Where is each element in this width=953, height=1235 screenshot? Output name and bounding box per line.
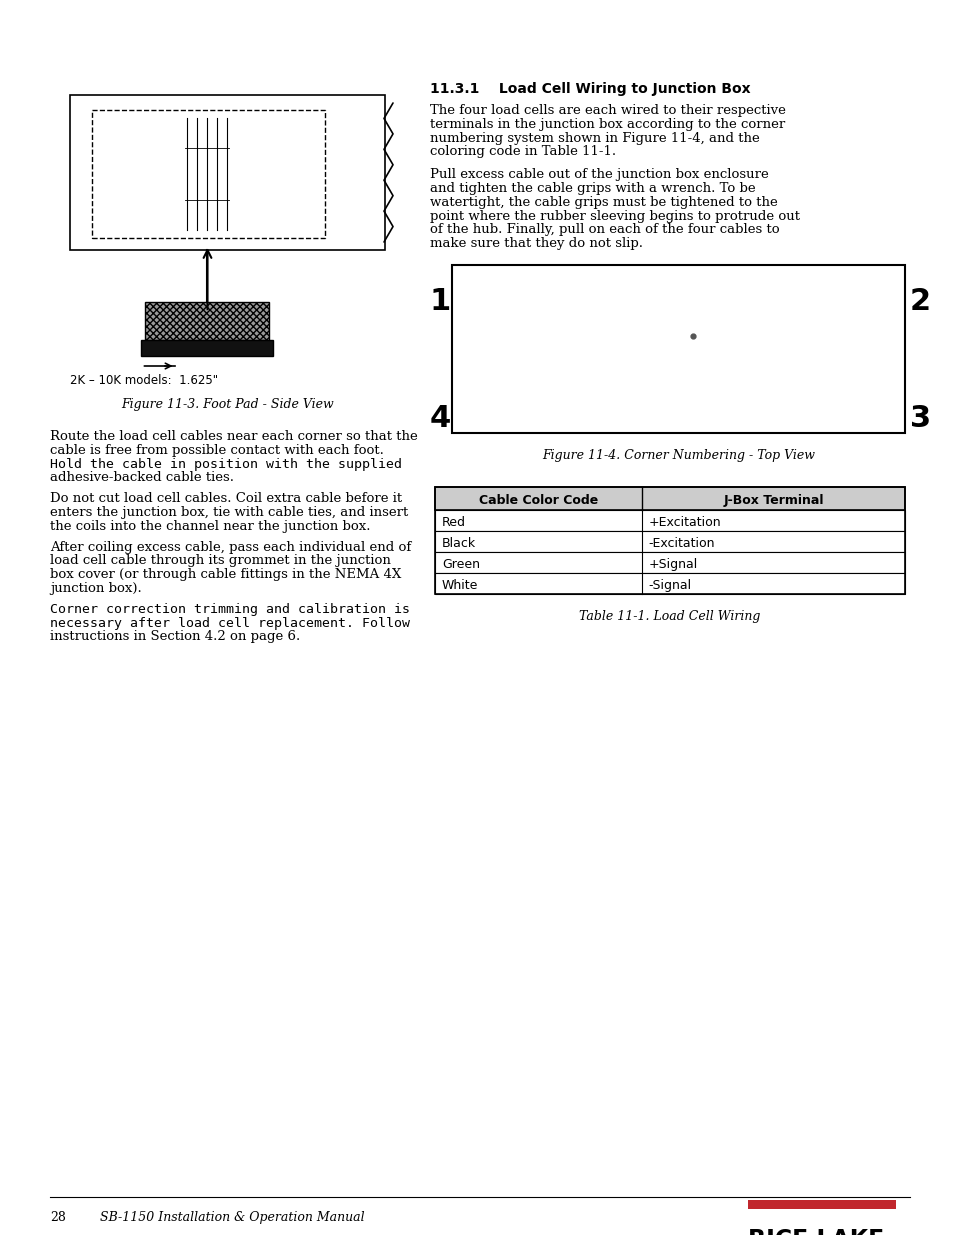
Text: 28: 28 [50,1212,66,1224]
Text: Figure 11-4. Corner Numbering - Top View: Figure 11-4. Corner Numbering - Top View [541,450,814,462]
Bar [435,531,904,552]
Bar [435,487,904,594]
Text: The four load cells are each wired to their respective: The four load cells are each wired to th… [430,104,785,117]
Text: J-Box Terminal: J-Box Terminal [722,494,822,508]
Bar [70,95,385,249]
Text: Cable Color Code: Cable Color Code [478,494,598,508]
Text: Hold the cable in position with the supplied: Hold the cable in position with the supp… [50,458,401,471]
Text: Pull excess cable out of the junction box enclosure: Pull excess cable out of the junction bo… [430,168,768,182]
Text: junction box).: junction box). [50,582,142,595]
Text: point where the rubber sleeving begins to protrude out: point where the rubber sleeving begins t… [430,210,800,222]
Text: box cover (or through cable fittings in the NEMA 4X: box cover (or through cable fittings in … [50,568,401,582]
Text: Corner correction trimming and calibration is: Corner correction trimming and calibrati… [50,603,410,616]
Bar [91,110,325,238]
Text: 1: 1 [430,287,451,316]
Text: Green: Green [441,557,479,571]
Text: the coils into the channel near the junction box.: the coils into the channel near the junc… [50,520,370,532]
Text: Figure 11-3. Foot Pad - Side View: Figure 11-3. Foot Pad - Side View [121,398,334,411]
Text: coloring code in Table 11-1.: coloring code in Table 11-1. [430,146,616,158]
Text: 11.3.1    Load Cell Wiring to Junction Box: 11.3.1 Load Cell Wiring to Junction Box [430,82,750,96]
Text: enters the junction box, tie with cable ties, and insert: enters the junction box, tie with cable … [50,506,408,519]
Text: +Signal: +Signal [648,557,698,571]
Bar [435,510,904,531]
Text: White: White [441,578,477,592]
Text: +Excitation: +Excitation [648,515,720,529]
Text: numbering system shown in Figure 11-4, and the: numbering system shown in Figure 11-4, a… [430,132,759,144]
Text: instructions in Section 4.2 on page 6.: instructions in Section 4.2 on page 6. [50,630,300,643]
Text: Table 11-1. Load Cell Wiring: Table 11-1. Load Cell Wiring [578,610,760,622]
Bar [146,303,269,340]
Bar [747,1200,895,1209]
Text: Red: Red [441,515,465,529]
Text: -Excitation: -Excitation [648,536,715,550]
Text: RICE LAKE: RICE LAKE [747,1228,883,1235]
Text: load cell cable through its grommet in the junction: load cell cable through its grommet in t… [50,555,391,567]
Text: 2: 2 [909,287,930,316]
Text: Black: Black [441,536,476,550]
Text: 2K – 10K models:  1.625": 2K – 10K models: 1.625" [70,374,218,387]
Text: Route the load cell cables near each corner so that the: Route the load cell cables near each cor… [50,430,417,443]
Text: terminals in the junction box according to the corner: terminals in the junction box according … [430,117,784,131]
Text: make sure that they do not slip.: make sure that they do not slip. [430,237,642,251]
Text: of the hub. Finally, pull on each of the four cables to: of the hub. Finally, pull on each of the… [430,224,779,236]
Bar [141,340,274,356]
Text: and tighten the cable grips with a wrench. To be: and tighten the cable grips with a wrenc… [430,182,755,195]
Text: necessary after load cell replacement. Follow: necessary after load cell replacement. F… [50,616,410,630]
Text: SB-1150 Installation & Operation Manual: SB-1150 Installation & Operation Manual [100,1212,364,1224]
Text: Do not cut load cell cables. Coil extra cable before it: Do not cut load cell cables. Coil extra … [50,493,402,505]
Text: adhesive-backed cable ties.: adhesive-backed cable ties. [50,472,233,484]
Text: cable is free from possible contact with each foot.: cable is free from possible contact with… [50,443,383,457]
Text: After coiling excess cable, pass each individual end of: After coiling excess cable, pass each in… [50,541,411,553]
Bar [435,487,904,510]
Bar [435,573,904,594]
Text: 4: 4 [430,404,451,433]
Bar [435,552,904,573]
Bar [452,266,904,433]
Text: 3: 3 [909,404,930,433]
Text: -Signal: -Signal [648,578,691,592]
Text: watertight, the cable grips must be tightened to the: watertight, the cable grips must be tigh… [430,196,777,209]
